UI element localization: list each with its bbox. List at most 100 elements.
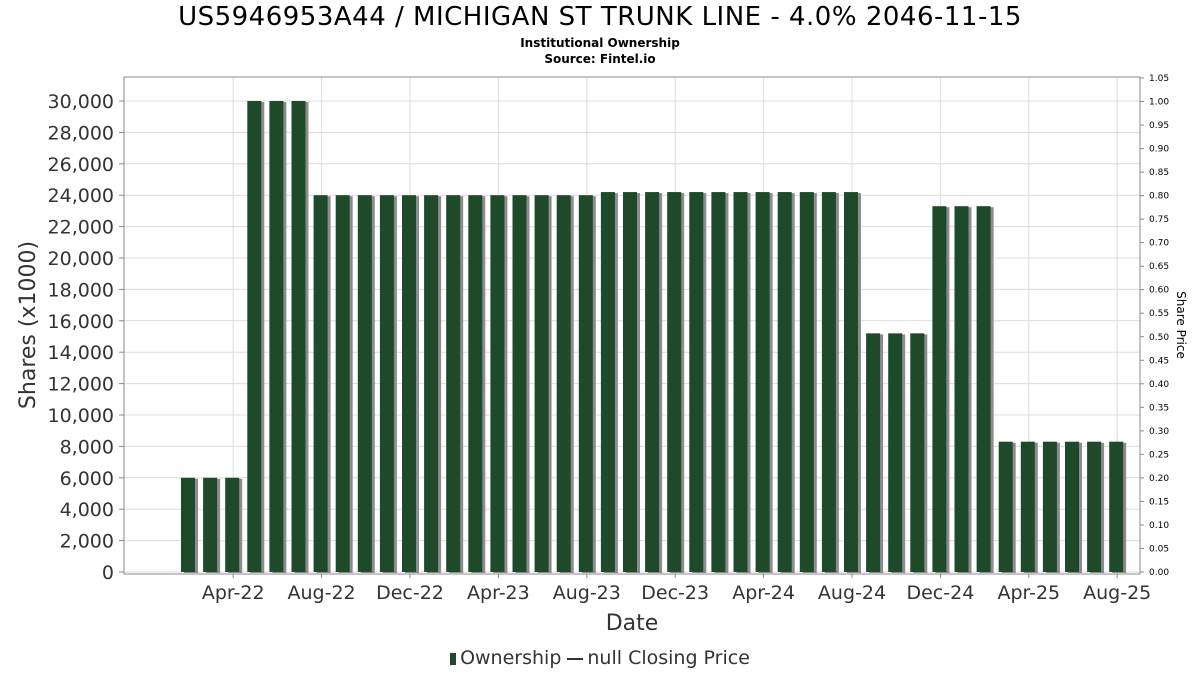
y-axis-ticks: 0 2,000 4,000 6,000 8,000 10,000 12,000 14,000 1… xyxy=(48,91,124,584)
y2-axis-label: Share Price xyxy=(1174,291,1188,359)
ownership-bar xyxy=(556,195,571,572)
y2-tick-label: 0.15 xyxy=(1149,497,1169,507)
y2-tick-label: 0.50 xyxy=(1149,333,1169,343)
ownership-bar xyxy=(379,195,394,572)
y-tick-label: 28,000 xyxy=(48,122,114,144)
y2-tick-label: 0.10 xyxy=(1149,521,1169,531)
x-tick-label: Aug-25 xyxy=(1083,582,1151,604)
ownership-bar xyxy=(534,195,549,572)
y-tick-label: 0 xyxy=(102,562,114,584)
y-tick-label: 30,000 xyxy=(48,91,114,113)
ownership-bar xyxy=(1109,441,1124,572)
ownership-bar xyxy=(291,101,306,572)
y2-tick-label: 0.80 xyxy=(1149,192,1169,202)
y2-tick-label: 0.00 xyxy=(1149,568,1169,578)
ownership-bar xyxy=(645,192,660,572)
x-tick-label: Apr-23 xyxy=(467,582,530,604)
y2-tick-label: 0.75 xyxy=(1149,215,1169,225)
ownership-bar xyxy=(600,192,615,572)
x-axis-ticks: Apr-22 Aug-22 Dec-22 Apr-23 Aug-23 Dec-23 Apr-… xyxy=(202,574,1151,604)
ownership-bar xyxy=(755,192,770,572)
ownership-bar xyxy=(910,333,925,572)
legend: Ownership null Closing Price xyxy=(0,647,1200,669)
x-tick-label: Apr-24 xyxy=(732,582,795,604)
y2-tick-label: 0.45 xyxy=(1149,356,1169,366)
legend-price-swatch xyxy=(567,657,584,660)
ownership-bar xyxy=(247,101,262,572)
ownership-bar xyxy=(1065,441,1079,572)
y2-tick-label: 0.25 xyxy=(1149,450,1169,460)
y2-tick-label: 0.30 xyxy=(1149,427,1169,437)
x-tick-label: Aug-24 xyxy=(818,582,886,604)
ownership-bar xyxy=(490,195,505,572)
y-tick-label: 14,000 xyxy=(48,342,114,364)
ownership-bar xyxy=(932,206,947,572)
y-tick-label: 12,000 xyxy=(48,374,114,396)
legend-ownership-swatch xyxy=(450,652,457,665)
x-axis-label: Date xyxy=(606,611,659,636)
y-tick-label: 6,000 xyxy=(60,468,114,490)
ownership-bar xyxy=(446,195,461,572)
y-tick-label: 18,000 xyxy=(48,279,114,301)
ownership-bar xyxy=(402,195,416,572)
ownership-bar xyxy=(711,192,726,572)
ownership-bar xyxy=(954,206,969,572)
ownership-bar xyxy=(976,206,991,572)
ownership-bar xyxy=(335,195,350,572)
ownership-bar xyxy=(181,477,195,572)
ownership-bar xyxy=(998,441,1013,572)
y-tick-label: 16,000 xyxy=(48,311,114,333)
y2-tick-label: 0.40 xyxy=(1149,380,1169,390)
y2-tick-label: 0.85 xyxy=(1149,168,1169,178)
ownership-bar xyxy=(424,195,439,572)
ownership-bar xyxy=(623,192,637,572)
chart-title: US5946953A44 / MICHIGAN ST TRUNK LINE - … xyxy=(178,2,1022,32)
y2-axis-ticks: 0.00 0.05 0.10 0.15 0.20 0.25 0.30 0.35 0.40 0.45… xyxy=(1140,74,1169,578)
ownership-bar xyxy=(313,195,328,572)
y-tick-label: 8,000 xyxy=(60,436,114,458)
y-axis-label: Shares (x1000) xyxy=(16,241,41,409)
plot-area xyxy=(123,76,1141,575)
y2-tick-label: 0.70 xyxy=(1149,239,1169,249)
ownership-bar xyxy=(689,192,704,572)
ownership-bar xyxy=(1087,441,1102,572)
y-tick-label: 20,000 xyxy=(48,248,114,270)
x-tick-label: Aug-23 xyxy=(553,582,621,604)
ownership-bar xyxy=(512,195,527,572)
chart-subtitle-ownership: Institutional Ownership xyxy=(520,36,680,50)
chart-subtitle-source: Source: Fintel.io xyxy=(544,52,656,66)
ownership-bar xyxy=(578,195,593,572)
ownership-bar xyxy=(269,101,284,572)
y-tick-label: 2,000 xyxy=(60,531,114,553)
ownership-bar xyxy=(357,195,372,572)
ownership-bar xyxy=(844,192,858,572)
y2-tick-label: 0.55 xyxy=(1149,309,1169,319)
y2-tick-label: 0.20 xyxy=(1149,474,1169,484)
y-tick-label: 26,000 xyxy=(48,154,114,176)
y2-tick-label: 0.90 xyxy=(1149,145,1169,155)
y-tick-label: 4,000 xyxy=(60,499,114,521)
ownership-bar xyxy=(1042,441,1057,572)
y2-tick-label: 1.00 xyxy=(1149,98,1169,108)
ownership-bar xyxy=(799,192,814,572)
y2-tick-label: 0.05 xyxy=(1149,544,1169,554)
ownership-bar xyxy=(821,192,836,572)
ownership-bar xyxy=(733,192,748,572)
bars-group xyxy=(181,101,1127,573)
x-tick-label: Dec-24 xyxy=(906,582,974,604)
ownership-bar xyxy=(468,195,483,572)
ownership-bar xyxy=(1020,441,1035,572)
y2-tick-label: 0.35 xyxy=(1149,403,1169,413)
legend-price-label: null Closing Price xyxy=(587,647,750,669)
x-tick-label: Dec-23 xyxy=(641,582,709,604)
legend-ownership-label: Ownership xyxy=(460,647,562,669)
ownership-bar xyxy=(667,192,682,572)
y2-tick-label: 0.60 xyxy=(1149,286,1169,296)
y-tick-label: 10,000 xyxy=(48,405,114,427)
ownership-bar xyxy=(866,333,881,572)
ownership-bar xyxy=(777,192,792,572)
ownership-bar xyxy=(225,477,240,572)
x-tick-label: Dec-22 xyxy=(376,582,444,604)
x-tick-label: Apr-25 xyxy=(997,582,1060,604)
